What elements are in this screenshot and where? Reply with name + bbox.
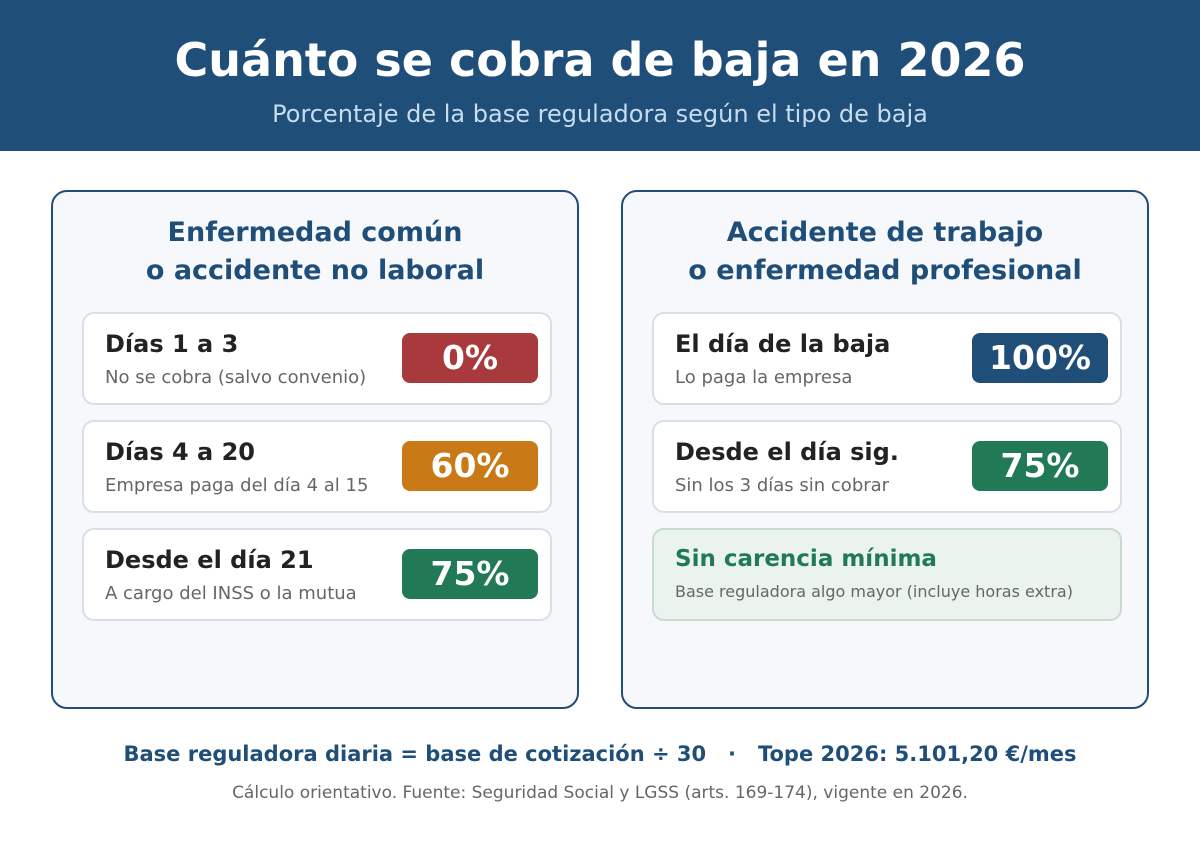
footer-source-note: Cálculo orientativo. Fuente: Seguridad S… [232,783,968,803]
row-desde-dia-21: Desde el día 21 A cargo del INSS o la mu… [82,528,552,621]
note-title: Sin carencia mínima [675,546,937,572]
row-title: El día de la baja [675,330,891,358]
row-subtitle: Sin los 3 días sin cobrar [675,475,890,496]
row-title: Desde el día sig. [675,438,899,466]
row-subtitle: Empresa paga del día 4 al 15 [105,475,369,496]
percentage-badge: 60% [402,441,538,491]
panel-title: Accidente de trabajo o enfermedad profes… [623,214,1147,290]
note-sin-carencia: Sin carencia mínima Base reguladora algo… [652,528,1122,621]
panel-title-line-2: o enfermedad profesional [688,255,1082,286]
panel-title: Enfermedad común o accidente no laboral [53,214,577,290]
panel-enfermedad-comun: Enfermedad común o accidente no laboral … [51,190,579,709]
page-subtitle: Porcentaje de la base reguladora según e… [272,100,928,128]
row-desde-dia-siguiente: Desde el día sig. Sin los 3 días sin cob… [652,420,1122,513]
footer-formula: Base reguladora diaria = base de cotizac… [123,742,1077,766]
row-dias-1-3: Días 1 a 3 No se cobra (salvo convenio) … [82,312,552,405]
percentage-badge: 75% [402,549,538,599]
row-subtitle: No se cobra (salvo convenio) [105,367,367,388]
row-title: Desde el día 21 [105,546,314,574]
percentage-badge: 100% [972,333,1108,383]
percentage-badge: 75% [972,441,1108,491]
panel-title-line-2: o accidente no laboral [145,255,485,286]
panel-accidente-trabajo: Accidente de trabajo o enfermedad profes… [621,190,1149,709]
row-dias-4-20: Días 4 a 20 Empresa paga del día 4 al 15… [82,420,552,513]
page-title: Cuánto se cobra de baja en 2026 [174,33,1026,87]
row-subtitle: A cargo del INSS o la mutua [105,583,357,604]
row-subtitle: Lo paga la empresa [675,367,853,388]
row-title: Días 4 a 20 [105,438,255,466]
note-subtitle: Base reguladora algo mayor (incluye hora… [675,582,1073,601]
row-title: Días 1 a 3 [105,330,239,358]
panel-title-line-1: Accidente de trabajo [726,217,1044,248]
panel-title-line-1: Enfermedad común [167,217,463,248]
row-dia-de-la-baja: El día de la baja Lo paga la empresa 100… [652,312,1122,405]
percentage-badge: 0% [402,333,538,383]
header-banner: Cuánto se cobra de baja en 2026 Porcenta… [0,0,1200,151]
